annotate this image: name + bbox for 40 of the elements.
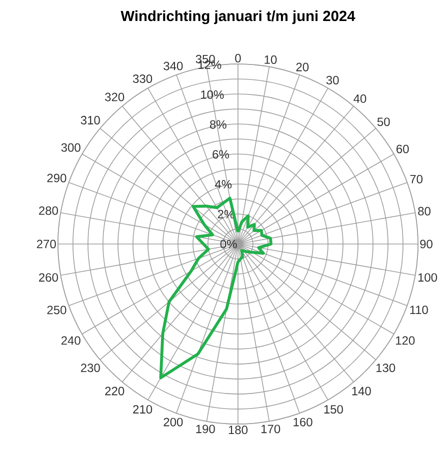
spoke-label: 110 <box>410 306 428 314</box>
spoke-label: 260 <box>39 273 58 282</box>
y-tick-label: 6% <box>212 150 229 159</box>
spoke-label: 0 <box>235 54 241 62</box>
spoke-label: 100 <box>418 273 438 282</box>
spoke-label: 210 <box>133 405 152 414</box>
spoke-label: 240 <box>61 336 80 345</box>
spoke-label: 70 <box>410 174 423 184</box>
spoke-label: 120 <box>396 336 415 345</box>
spoke-label: 10 <box>264 55 277 64</box>
spoke-label: 90 <box>420 240 432 248</box>
spoke-label: 130 <box>376 364 396 372</box>
spoke-label: 160 <box>294 418 312 426</box>
spoke-label: 250 <box>47 306 66 314</box>
spoke-label: 190 <box>196 424 215 434</box>
spoke-label: 280 <box>39 206 58 215</box>
spoke-label: 340 <box>164 62 183 70</box>
spoke-label: 270 <box>36 240 56 248</box>
spoke-label: 230 <box>80 364 100 372</box>
spoke-label: 60 <box>396 144 409 154</box>
spoke-label: 200 <box>164 418 183 426</box>
y-tick-label: 10% <box>201 90 224 99</box>
spoke-label: 330 <box>132 74 152 83</box>
spoke-label: 20 <box>296 62 309 72</box>
spoke-label: 300 <box>61 143 80 152</box>
chart-title: Windrichting januari t/m juni 2024 <box>120 10 356 24</box>
spoke-label: 170 <box>261 424 280 434</box>
spoke-label: 30 <box>326 76 339 84</box>
spoke-label: 290 <box>47 174 66 182</box>
spoke-label: 150 <box>324 405 343 414</box>
y-tick-label: 8% <box>210 120 226 129</box>
spoke-label: 310 <box>80 116 100 124</box>
spoke-label: 80 <box>418 206 430 216</box>
y-tick-label: 4% <box>214 180 232 188</box>
spoke-label: 320 <box>105 92 124 102</box>
spoke-label: 220 <box>105 386 124 396</box>
spoke-label: 40 <box>354 94 366 103</box>
spoke-label: 180 <box>228 426 248 434</box>
spoke-label: 50 <box>377 118 390 126</box>
spoke-label: 140 <box>352 386 371 396</box>
